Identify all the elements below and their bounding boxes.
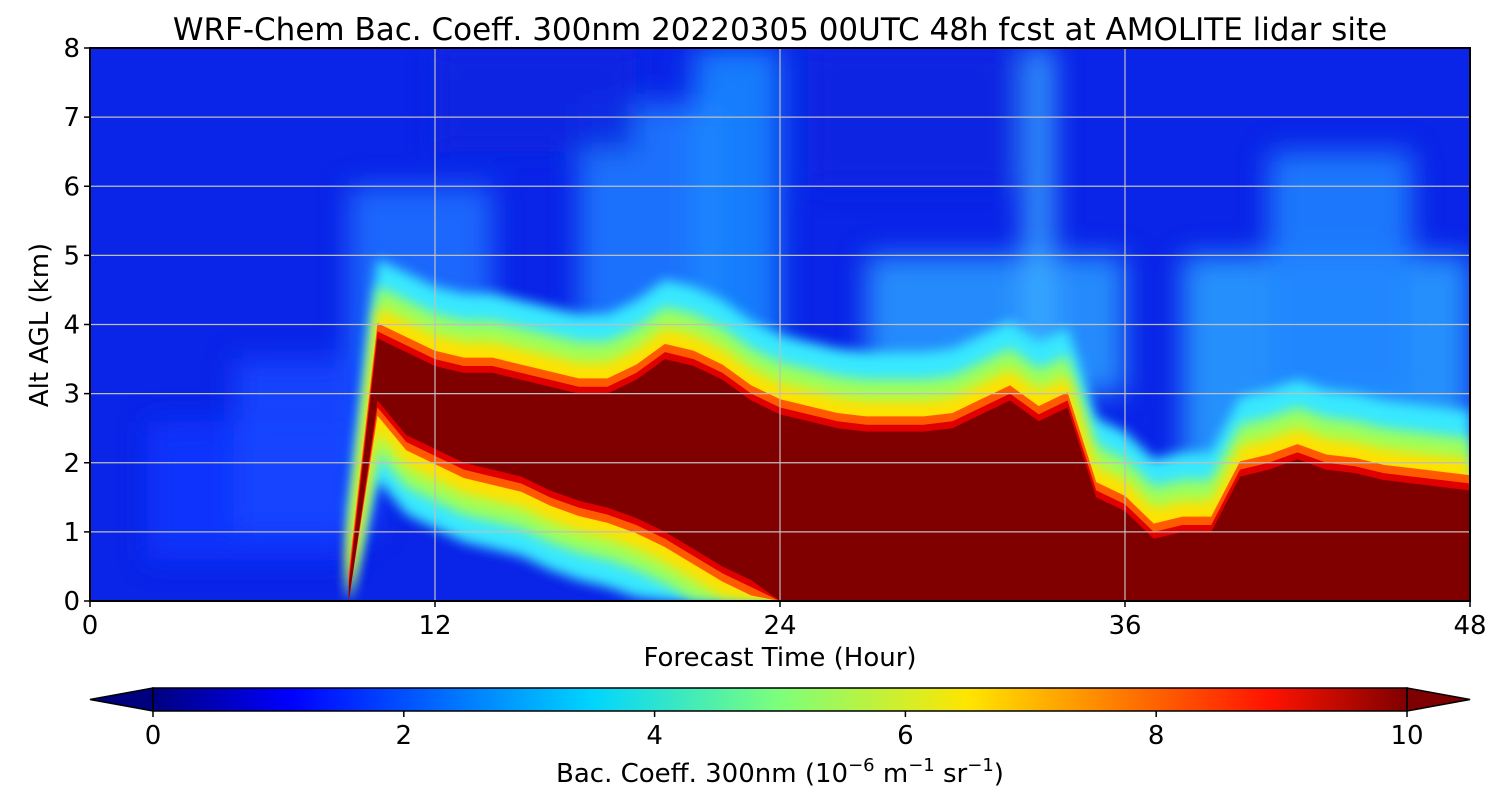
colorbar-tick-label: 10: [1390, 721, 1423, 751]
y-tick-label: 3: [63, 380, 80, 410]
grid-lines: [90, 48, 1470, 601]
y-tick-label: 1: [63, 518, 80, 548]
colorbar-tick-label: 6: [897, 721, 914, 751]
y-tick-label: 6: [63, 172, 80, 202]
x-axis-label: Forecast Time (Hour): [643, 643, 916, 673]
colorbar: 0 2 4 6 8 10 Bac. Coeff. 300nm (10−6 m−1 sr−1…: [89, 687, 1471, 789]
x-tick-label: 0: [82, 611, 99, 641]
x-tick-label: 12: [418, 611, 451, 641]
colorbar-extend-low: [89, 687, 154, 712]
colorbar-ticks: 0 2 4 6 8 10: [145, 711, 1424, 751]
colorbar-extend-high: [1406, 687, 1471, 712]
x-tick-label: 36: [1108, 611, 1141, 641]
colorbar-label-mid: m: [875, 759, 909, 789]
y-tick-label: 0: [63, 587, 80, 617]
y-tick-label: 7: [63, 103, 80, 133]
y-tick-label: 4: [63, 311, 80, 341]
colorbar-label-exp2: −1: [908, 755, 935, 776]
colorbar-label-main: Bac. Coeff. 300nm (10: [556, 759, 848, 789]
colorbar-label-exp3: −1: [967, 755, 994, 776]
shading-patch-7: [1268, 151, 1413, 394]
y-tick-label: 8: [63, 34, 80, 64]
colorbar-label-exp1: −6: [848, 755, 875, 776]
chart-title: WRF-Chem Bac. Coeff. 300nm 20220305 00UT…: [173, 12, 1387, 48]
y-tick-label: 5: [63, 241, 80, 271]
x-axis: 0 12 24 36 48: [82, 601, 1487, 641]
y-tick-label: 2: [63, 449, 80, 479]
colorbar-tick-label: 2: [396, 721, 413, 751]
x-tick-label: 24: [763, 611, 796, 641]
x-tick-label: 48: [1453, 611, 1486, 641]
y-axis-label: Alt AGL (km): [25, 243, 55, 407]
colorbar-label-mid2: sr: [935, 759, 968, 789]
colorbar-tick-label: 8: [1148, 721, 1165, 751]
aerosol-layer-band-5: [348, 338, 1470, 601]
colorbar-frame: [152, 687, 1408, 712]
colorbar-tick-label: 0: [145, 721, 162, 751]
colorbar-body: [153, 688, 1407, 711]
colorbar-label-end: ): [994, 759, 1004, 789]
shading-patch-10: [435, 48, 637, 152]
colorbar-label: Bac. Coeff. 300nm (10−6 m−1 sr−1): [556, 755, 1004, 789]
y-axis: 0 1 2 3 4 5 6 7 8: [63, 34, 90, 617]
colorbar-tick-label: 4: [646, 721, 663, 751]
